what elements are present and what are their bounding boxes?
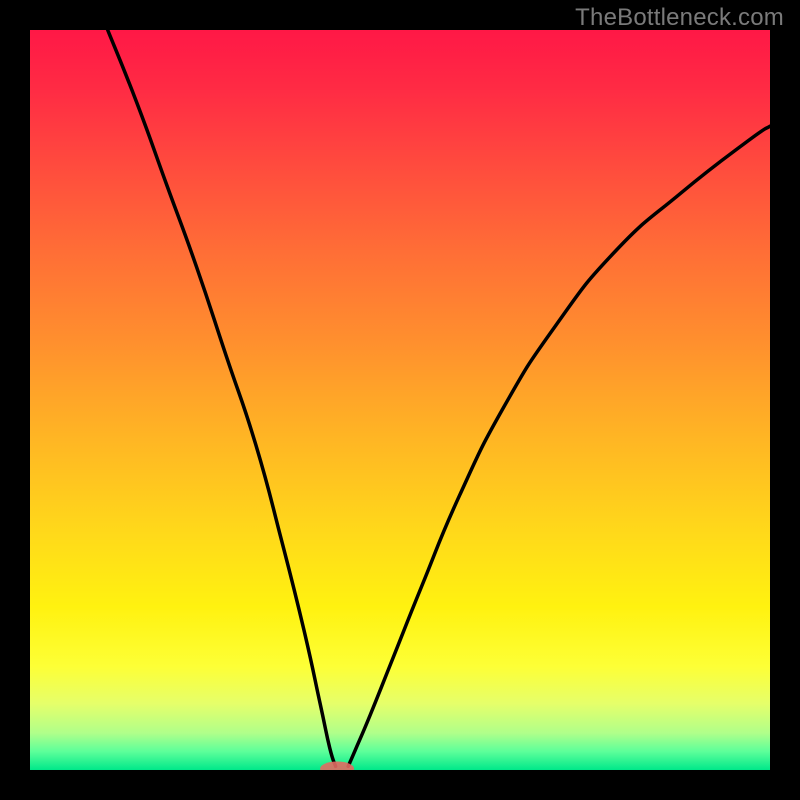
watermark-text: TheBottleneck.com — [575, 4, 784, 32]
heatmap-gradient-plot-area — [30, 30, 770, 770]
chart-stage: TheBottleneck.com — [0, 0, 800, 800]
